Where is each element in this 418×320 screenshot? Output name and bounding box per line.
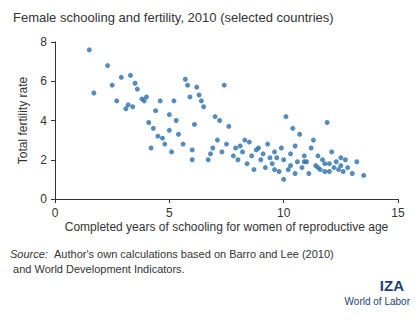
svg-text:and World Development Indicato: and World Development Indicators. xyxy=(10,263,185,275)
svg-text:0: 0 xyxy=(40,192,47,206)
svg-text:5: 5 xyxy=(166,206,173,220)
svg-text:6: 6 xyxy=(40,74,47,88)
svg-text:Source:: Source: xyxy=(10,248,48,260)
svg-text:Total fertility rate: Total fertility rate xyxy=(16,76,30,164)
svg-text:0: 0 xyxy=(52,206,59,220)
svg-text:World of Labor: World of Labor xyxy=(345,296,411,307)
svg-text:IZA: IZA xyxy=(380,277,404,294)
svg-text:Female schooling and fertility: Female schooling and fertility, 2010 (se… xyxy=(13,10,334,25)
svg-text:10: 10 xyxy=(277,206,291,220)
svg-text:4: 4 xyxy=(40,114,47,128)
svg-text:Completed years of schooling f: Completed years of schooling for women o… xyxy=(65,220,389,234)
svg-text:Author's own calculations base: Author's own calculations based on Barro… xyxy=(54,248,334,260)
svg-text:15: 15 xyxy=(391,206,405,220)
svg-text:8: 8 xyxy=(40,35,47,49)
svg-text:2: 2 xyxy=(40,153,47,167)
